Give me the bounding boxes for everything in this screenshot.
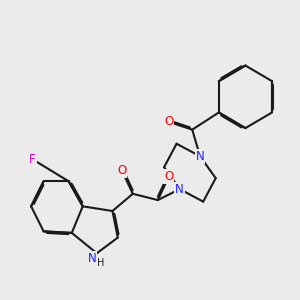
Text: H: H [97, 258, 105, 268]
Text: N: N [88, 252, 97, 266]
Text: N: N [175, 183, 184, 196]
Text: N: N [196, 150, 204, 163]
Text: O: O [117, 164, 127, 177]
Text: O: O [164, 115, 173, 128]
Text: N: N [88, 252, 97, 266]
Text: F: F [29, 153, 36, 166]
Text: O: O [164, 170, 173, 183]
